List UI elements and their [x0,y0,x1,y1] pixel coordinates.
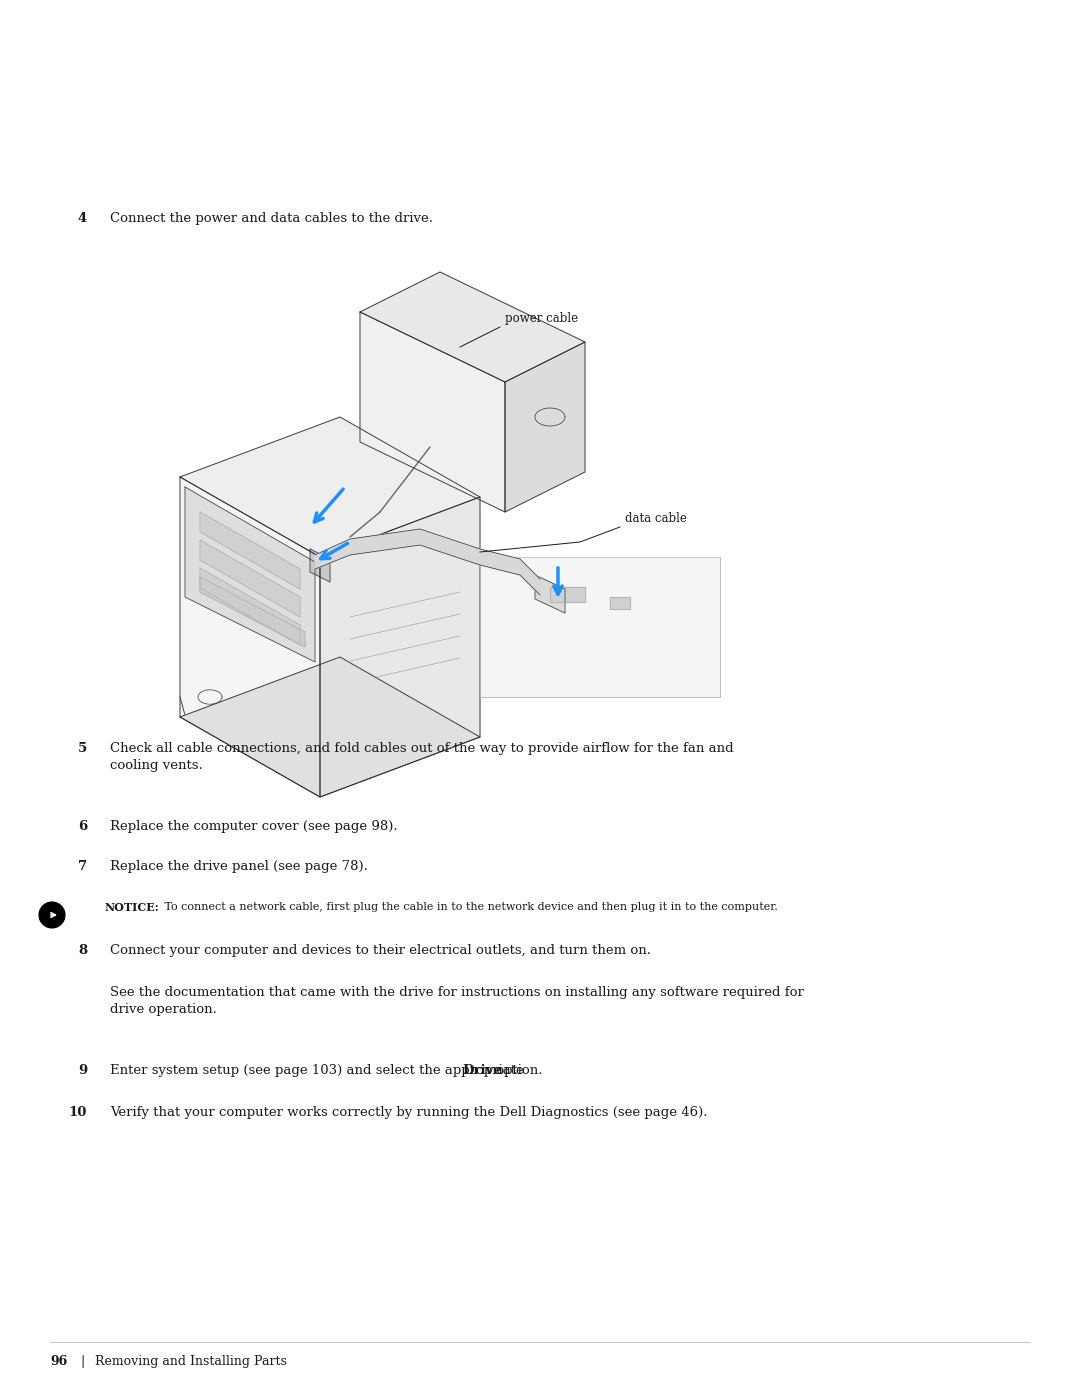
Polygon shape [180,416,480,557]
Text: 8: 8 [78,944,87,957]
Text: Removing and Installing Parts: Removing and Installing Parts [95,1355,287,1368]
Text: Replace the computer cover (see page 98).: Replace the computer cover (see page 98)… [110,820,397,833]
Text: NOTICE:: NOTICE: [105,902,160,914]
Text: 5: 5 [78,742,87,754]
Text: Drive: Drive [462,1065,502,1077]
Text: Connect your computer and devices to their electrical outlets, and turn them on.: Connect your computer and devices to the… [110,944,651,957]
Text: data cable: data cable [625,511,687,525]
Text: Enter system setup (see page 103) and select the appropriate: Enter system setup (see page 103) and se… [110,1065,528,1077]
Polygon shape [200,569,300,645]
Polygon shape [610,597,630,609]
Polygon shape [200,541,300,617]
Text: 6: 6 [78,820,87,833]
Text: |: | [80,1355,84,1368]
Polygon shape [360,312,505,511]
Text: Check all cable connections, and fold cables out of the way to provide airflow f: Check all cable connections, and fold ca… [110,742,733,773]
Text: 9: 9 [78,1065,87,1077]
Polygon shape [360,272,585,381]
Text: To connect a network cable, first plug the cable in to the network device and th: To connect a network cable, first plug t… [161,902,778,912]
Text: 7: 7 [78,861,87,873]
Text: power cable: power cable [505,312,578,326]
Circle shape [39,902,65,928]
Text: See the documentation that came with the drive for instructions on installing an: See the documentation that came with the… [110,986,804,1016]
Polygon shape [315,529,540,595]
Polygon shape [550,587,585,602]
Text: Verify that your computer works correctly by running the Dell Diagnostics (see p: Verify that your computer works correctl… [110,1106,707,1119]
Polygon shape [480,557,720,697]
Polygon shape [200,511,300,590]
Text: Connect the power and data cables to the drive.: Connect the power and data cables to the… [110,212,433,225]
Polygon shape [185,488,315,662]
Polygon shape [535,576,565,613]
Polygon shape [180,476,320,798]
Text: 10: 10 [68,1106,86,1119]
Text: option.: option. [492,1065,542,1077]
Text: 96: 96 [50,1355,67,1368]
Text: Replace the drive panel (see page 78).: Replace the drive panel (see page 78). [110,861,368,873]
Polygon shape [180,657,480,798]
Polygon shape [320,497,480,798]
Polygon shape [505,342,585,511]
Polygon shape [310,549,330,583]
Polygon shape [200,577,305,647]
Text: 4: 4 [78,212,87,225]
